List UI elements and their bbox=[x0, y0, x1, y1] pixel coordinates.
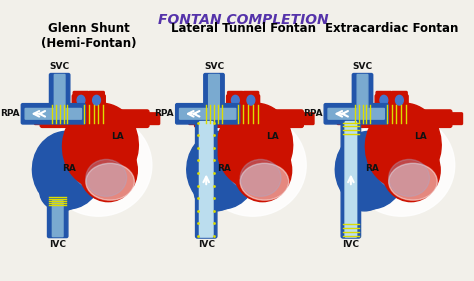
Ellipse shape bbox=[63, 103, 138, 189]
FancyBboxPatch shape bbox=[180, 108, 236, 119]
FancyBboxPatch shape bbox=[345, 122, 357, 237]
Text: Extracardiac Fontan: Extracardiac Fontan bbox=[325, 22, 458, 35]
Ellipse shape bbox=[247, 95, 255, 105]
Ellipse shape bbox=[74, 149, 108, 188]
Ellipse shape bbox=[389, 159, 429, 196]
Ellipse shape bbox=[348, 114, 455, 216]
FancyBboxPatch shape bbox=[328, 108, 384, 119]
Ellipse shape bbox=[79, 139, 137, 202]
FancyBboxPatch shape bbox=[337, 113, 353, 124]
FancyBboxPatch shape bbox=[449, 113, 463, 124]
FancyBboxPatch shape bbox=[73, 92, 89, 115]
FancyBboxPatch shape bbox=[189, 113, 204, 124]
Ellipse shape bbox=[380, 95, 388, 105]
Ellipse shape bbox=[231, 95, 239, 105]
Text: LA: LA bbox=[111, 132, 124, 140]
Ellipse shape bbox=[45, 114, 152, 216]
FancyBboxPatch shape bbox=[25, 108, 82, 119]
Text: RA: RA bbox=[217, 164, 231, 173]
Ellipse shape bbox=[217, 103, 292, 189]
Text: RPA: RPA bbox=[155, 109, 174, 118]
FancyBboxPatch shape bbox=[228, 92, 243, 115]
Text: RA: RA bbox=[365, 164, 379, 173]
FancyBboxPatch shape bbox=[72, 94, 105, 112]
FancyBboxPatch shape bbox=[357, 74, 368, 114]
Text: Lateral Tunnel Fontan: Lateral Tunnel Fontan bbox=[171, 22, 316, 35]
Text: SVC: SVC bbox=[50, 62, 70, 71]
FancyBboxPatch shape bbox=[376, 92, 392, 115]
Ellipse shape bbox=[194, 172, 238, 211]
FancyBboxPatch shape bbox=[89, 92, 104, 115]
Ellipse shape bbox=[240, 159, 281, 196]
FancyBboxPatch shape bbox=[21, 104, 85, 124]
Ellipse shape bbox=[376, 149, 410, 188]
FancyBboxPatch shape bbox=[40, 110, 92, 127]
Ellipse shape bbox=[382, 139, 440, 202]
FancyBboxPatch shape bbox=[414, 110, 452, 127]
FancyBboxPatch shape bbox=[35, 113, 50, 124]
FancyBboxPatch shape bbox=[375, 94, 408, 112]
FancyBboxPatch shape bbox=[265, 110, 303, 127]
FancyBboxPatch shape bbox=[343, 110, 395, 127]
Text: FONTAN COMPLETION: FONTAN COMPLETION bbox=[158, 13, 328, 27]
Ellipse shape bbox=[200, 114, 306, 216]
FancyBboxPatch shape bbox=[301, 113, 314, 124]
Text: RPA: RPA bbox=[303, 109, 323, 118]
FancyBboxPatch shape bbox=[392, 92, 407, 115]
Ellipse shape bbox=[389, 163, 437, 200]
Ellipse shape bbox=[86, 159, 127, 196]
FancyBboxPatch shape bbox=[200, 122, 213, 237]
FancyBboxPatch shape bbox=[146, 113, 160, 124]
Ellipse shape bbox=[86, 163, 135, 200]
Text: IVC: IVC bbox=[342, 240, 359, 249]
Ellipse shape bbox=[187, 131, 257, 209]
Text: RA: RA bbox=[63, 164, 76, 173]
FancyBboxPatch shape bbox=[196, 121, 217, 238]
Text: IVC: IVC bbox=[198, 240, 215, 249]
Ellipse shape bbox=[395, 95, 403, 105]
Text: RPA: RPA bbox=[0, 109, 20, 118]
FancyBboxPatch shape bbox=[49, 74, 70, 115]
Ellipse shape bbox=[240, 163, 289, 200]
Text: LA: LA bbox=[414, 132, 427, 140]
FancyBboxPatch shape bbox=[209, 74, 219, 114]
FancyBboxPatch shape bbox=[47, 200, 68, 237]
FancyBboxPatch shape bbox=[341, 121, 361, 238]
Ellipse shape bbox=[233, 139, 292, 202]
FancyBboxPatch shape bbox=[111, 110, 149, 127]
Ellipse shape bbox=[77, 95, 85, 105]
FancyBboxPatch shape bbox=[52, 201, 63, 237]
Ellipse shape bbox=[335, 131, 405, 209]
Text: IVC: IVC bbox=[49, 240, 66, 249]
FancyBboxPatch shape bbox=[176, 104, 240, 124]
Text: LA: LA bbox=[266, 132, 279, 140]
Ellipse shape bbox=[40, 172, 83, 211]
Ellipse shape bbox=[228, 149, 262, 188]
Text: Glenn Shunt
(Hemi-Fontan): Glenn Shunt (Hemi-Fontan) bbox=[41, 22, 137, 49]
FancyBboxPatch shape bbox=[243, 92, 259, 115]
Ellipse shape bbox=[32, 131, 102, 209]
Ellipse shape bbox=[365, 103, 441, 189]
FancyBboxPatch shape bbox=[352, 74, 373, 115]
Text: SVC: SVC bbox=[204, 62, 224, 71]
Ellipse shape bbox=[343, 172, 386, 211]
Text: SVC: SVC bbox=[353, 62, 373, 71]
FancyBboxPatch shape bbox=[55, 74, 65, 114]
FancyBboxPatch shape bbox=[324, 104, 388, 124]
FancyBboxPatch shape bbox=[204, 74, 224, 115]
FancyBboxPatch shape bbox=[195, 110, 247, 127]
Ellipse shape bbox=[92, 95, 100, 105]
FancyBboxPatch shape bbox=[227, 94, 260, 112]
